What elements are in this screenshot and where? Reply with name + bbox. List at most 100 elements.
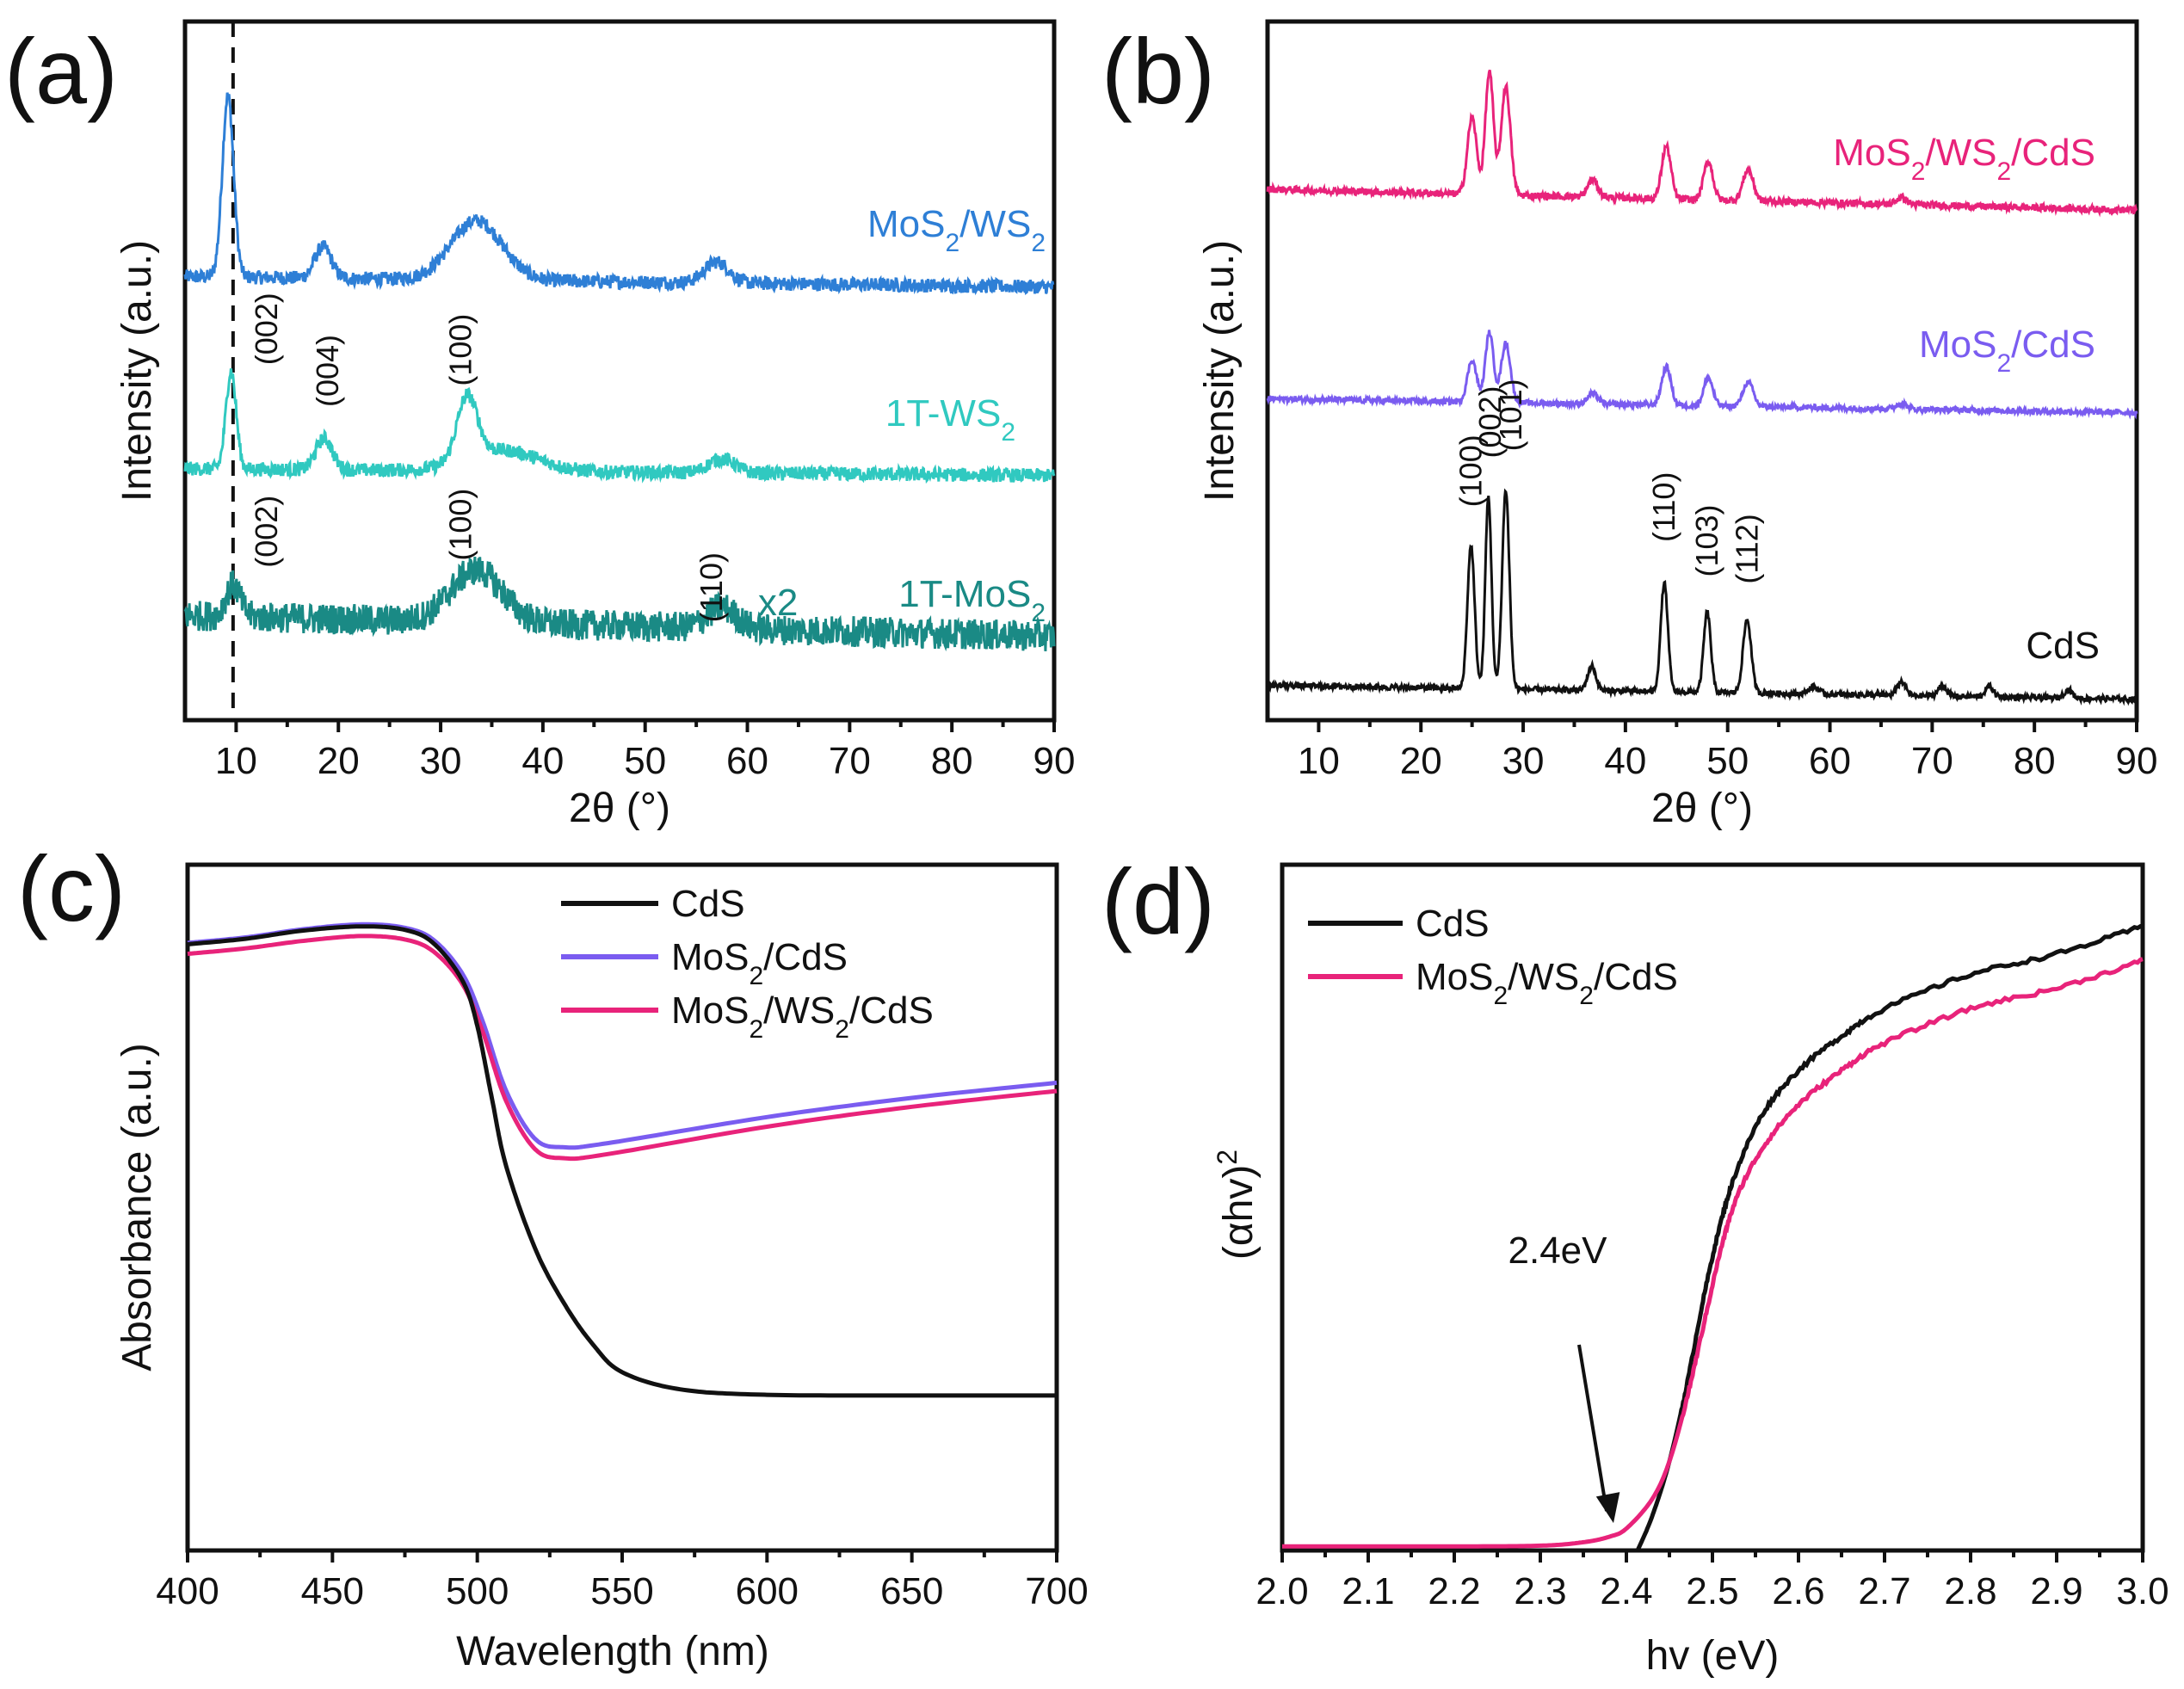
panel-a-x-tick-label: 10 — [215, 740, 257, 782]
label-text: CdS — [2026, 625, 2100, 667]
label-text: MoS — [1919, 324, 1996, 366]
scale-factor-label: x2 — [758, 582, 798, 624]
panel-a-x-tick-label: 70 — [829, 740, 871, 782]
label-text: MoS — [1416, 956, 1493, 998]
label-text: /WS — [763, 989, 835, 1032]
panel-c-x-tick-label: 500 — [446, 1570, 509, 1612]
miller-index-label: (110) — [694, 552, 729, 622]
panel-b: (b) MoS2/WS2/CdSMoS2/CdSCdS(100)(002)(10… — [1101, 19, 2157, 831]
panel-d-x-tick-label: 3.0 — [2116, 1570, 2169, 1612]
label-subscript: 2 — [749, 962, 763, 990]
series-line-mos2-ws2-cds — [187, 934, 1058, 1162]
miller-index-label: (100) — [443, 314, 478, 386]
panel-d-x-tick-label: 2.8 — [1944, 1570, 1996, 1612]
panel-a-series-label: 1T-WS2 — [885, 392, 1015, 447]
panel-d-x-tick-label: 2.0 — [1255, 1570, 1308, 1612]
panel-b-x-tick-label: 70 — [1911, 740, 1953, 782]
panel-d-y-axis-title-base: (αhv) — [1216, 1165, 1262, 1260]
miller-index-label: (103) — [1689, 504, 1724, 576]
panel-d-y-axis-title-sup: 2 — [1212, 1150, 1243, 1165]
panel-b-x-tick-label: 40 — [1604, 740, 1646, 782]
label-text: MoS — [671, 936, 749, 978]
label-text: /CdS — [849, 989, 934, 1032]
label-subscript: 2 — [1493, 982, 1508, 1010]
label-subscript: 2 — [1031, 229, 1046, 257]
panel-d-plot-area: CdS MoS2/WS2/CdS 2.4eV — [1282, 903, 2144, 1552]
series-line-mos2-ws2 — [183, 92, 1055, 296]
panel-d-x-tick-label: 2.5 — [1686, 1570, 1738, 1612]
miller-index-label: (100) — [443, 489, 478, 561]
panel-b-x-tick-label: 30 — [1502, 740, 1545, 782]
panel-a-x-tick-label: 50 — [624, 740, 666, 782]
miller-index-label: (004) — [310, 335, 345, 407]
miller-index-label: (002) — [249, 293, 284, 365]
label-text: /WS — [1508, 956, 1579, 998]
series-line-mos2-ws2-cds — [1266, 69, 2138, 218]
panel-c-x-ticks: 400 450 500 550 600 650 700 — [156, 1550, 1089, 1612]
panel-a-x-tick-label: 30 — [420, 740, 462, 782]
panel-c-x-tick-label: 400 — [156, 1570, 219, 1612]
panel-d-x-tick-label: 2.1 — [1342, 1570, 1394, 1612]
legend-label: CdS — [671, 883, 745, 925]
label-text: MoS — [1833, 132, 1910, 174]
panel-a-series-label: 1T-MoS2 — [898, 573, 1046, 627]
panel-c-y-axis-title: Absorbance (a.u.) — [114, 1043, 160, 1372]
panel-b-x-tick-label: 50 — [1706, 740, 1749, 782]
series-line-mos2-cds — [1266, 330, 2138, 420]
label-text: /CdS — [1594, 956, 1678, 998]
panel-d-x-tick-label: 2.7 — [1858, 1570, 1910, 1612]
panel-c-x-tick-label: 550 — [590, 1570, 653, 1612]
panel-b-plot-area: MoS2/WS2/CdSMoS2/CdSCdS(100)(002)(101)(1… — [1266, 69, 2138, 706]
panel-b-x-axis-title: 2θ (°) — [1651, 786, 1753, 831]
label-text: MoS — [671, 989, 749, 1032]
panel-d-x-tick-label: 2.9 — [2030, 1570, 2082, 1612]
miller-index-label: (002) — [249, 496, 284, 568]
series-line-1t-mos2 — [183, 556, 1056, 652]
panel-c-x-tick-label: 700 — [1025, 1570, 1088, 1612]
panel-d-legend: CdS MoS2/WS2/CdS — [1308, 903, 1678, 1010]
label-text: /CdS — [763, 936, 848, 978]
panel-c-frame — [185, 862, 1059, 1553]
miller-index-label: (002) — [1472, 385, 1508, 458]
label-subscript: 2 — [1996, 349, 2011, 378]
label-subscript: 2 — [835, 1015, 849, 1044]
panel-a-x-tick-label: 60 — [726, 740, 768, 782]
label-subscript: 2 — [1031, 599, 1046, 627]
label-text: /WS — [959, 203, 1031, 245]
panel-d-x-tick-label: 2.4 — [1600, 1570, 1652, 1612]
label-subscript: 2 — [1001, 418, 1015, 447]
label-text: 1T-WS — [885, 392, 1001, 435]
panel-a-y-axis-title: Intensity (a.u.) — [114, 240, 160, 502]
panel-b-x-tick-label: 60 — [1809, 740, 1851, 782]
panel-d-x-tick-label: 2.6 — [1772, 1570, 1824, 1612]
panel-b-y-axis-title: Intensity (a.u.) — [1197, 240, 1243, 502]
panel-c-letter: (c) — [17, 836, 126, 940]
miller-index-label: (110) — [1646, 472, 1681, 542]
panel-d-x-axis-title: hv (eV) — [1646, 1633, 1780, 1679]
band-gap-label: 2.4eV — [1508, 1230, 1608, 1272]
panel-b-x-tick-label: 80 — [2014, 740, 2056, 782]
panel-c-x-axis-title: Wavelength (nm) — [456, 1629, 769, 1674]
panel-a-x-tick-label: 80 — [931, 740, 973, 782]
legend-label: CdS — [1416, 903, 1490, 945]
label-subscript: 2 — [1996, 157, 2011, 186]
panel-b-series-label: MoS2/CdS — [1919, 324, 2095, 378]
legend-label: MoS2/CdS — [671, 936, 848, 990]
panel-d-frame — [1280, 862, 2145, 1553]
legend-label: MoS2/WS2/CdS — [671, 989, 934, 1044]
series-line-mos2-ws2-cds — [1282, 957, 2144, 1549]
label-text: CdS — [671, 883, 745, 925]
miller-index-label: (100) — [1453, 435, 1488, 507]
band-gap-arrow-shaft — [1577, 1344, 1608, 1512]
panel-a-x-ticks: 10 20 30 40 50 60 70 80 90 — [215, 720, 1076, 782]
panel-b-series-label: CdS — [2026, 625, 2100, 667]
legend-label: MoS2/WS2/CdS — [1416, 956, 1678, 1010]
panel-a-x-tick-label: 90 — [1033, 740, 1076, 782]
